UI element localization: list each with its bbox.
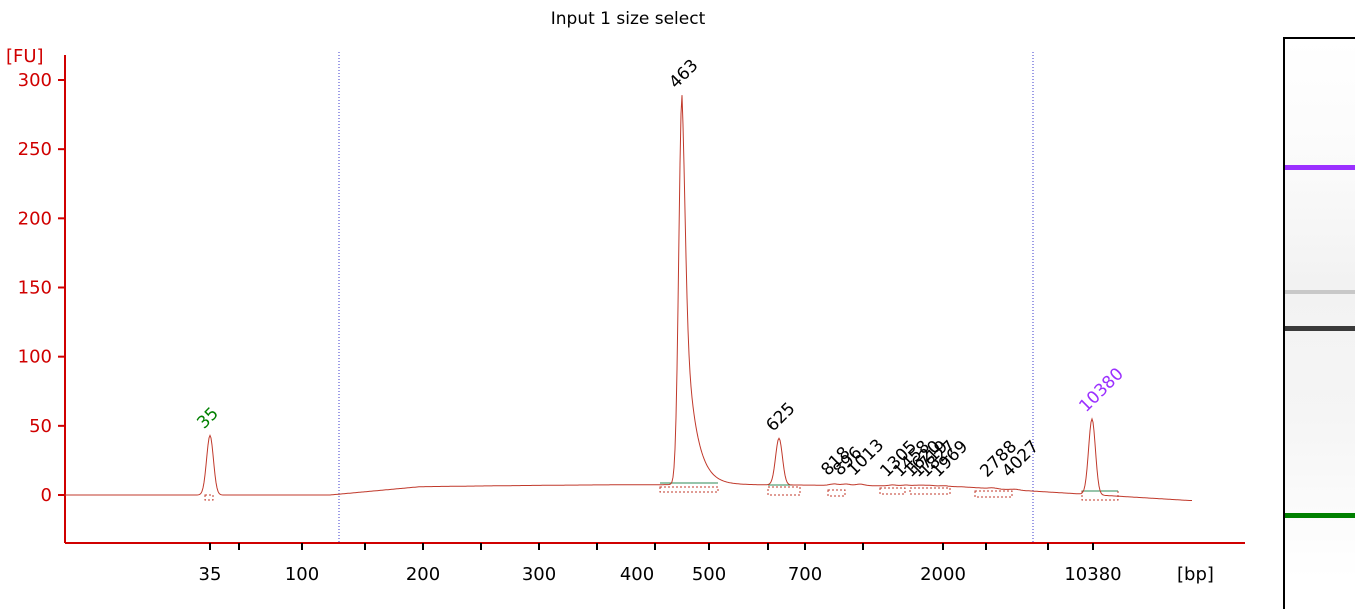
x-tick-label: 500 xyxy=(692,564,726,585)
peak-label: 463 xyxy=(665,56,702,93)
gel-lane-background xyxy=(1285,39,1355,579)
x-tick-label: 400 xyxy=(620,564,654,585)
gel-band-faint xyxy=(1285,290,1355,294)
y-tick-label: 200 xyxy=(18,208,52,229)
x-tick-label: 100 xyxy=(285,564,319,585)
peak-label-group: 3546362581889610131305145816201719182719… xyxy=(193,56,1127,482)
gel-band-main xyxy=(1285,326,1355,331)
y-tick-label: 150 xyxy=(18,278,52,299)
y-tick-label: 300 xyxy=(18,70,52,91)
gel-band-lower-marker xyxy=(1285,513,1355,518)
x-tick-label: 35 xyxy=(199,564,222,585)
electropherogram-trace xyxy=(65,95,1192,501)
x-unit-label: [bp] xyxy=(1177,564,1214,585)
gel-band-upper-marker xyxy=(1285,165,1355,170)
gel-image xyxy=(1283,37,1355,609)
gel-lane xyxy=(1285,39,1355,579)
y-tick-label: 0 xyxy=(41,485,52,506)
baseline-dotted-trace xyxy=(204,486,1119,501)
y-tick-label: 250 xyxy=(18,139,52,160)
x-tick-label: 300 xyxy=(522,564,556,585)
y-tick-label: 100 xyxy=(18,347,52,368)
x-tick-label: 700 xyxy=(788,564,822,585)
peak-baseline-group xyxy=(660,482,1118,492)
x-tick-label: 200 xyxy=(406,564,440,585)
x-tick-group: 35 100 200 300 400 500 700 2000 10380 xyxy=(199,543,1122,585)
chart-title: Input 1 size select xyxy=(551,9,706,29)
electropherogram-chart: Input 1 size select [FU] [bp] 0 50 100 150 2… xyxy=(6,9,1245,585)
y-unit-label: [FU] xyxy=(6,46,44,67)
peak-label: 10380 xyxy=(1075,364,1127,416)
y-tick-group: 0 50 100 150 200 250 300 xyxy=(18,70,65,506)
x-tick-label: 10380 xyxy=(1064,564,1121,585)
y-tick-label: 50 xyxy=(29,416,52,437)
peak-label: 35 xyxy=(193,404,222,433)
peak-label: 625 xyxy=(762,399,799,436)
x-tick-label: 2000 xyxy=(920,564,966,585)
